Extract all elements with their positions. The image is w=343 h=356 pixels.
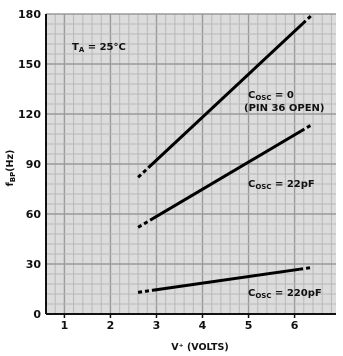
y-tick-label: 60 bbox=[26, 208, 42, 221]
x-tick-label: 2 bbox=[107, 319, 115, 332]
series-2-dash-end bbox=[298, 265, 314, 271]
x-tick-label: 5 bbox=[245, 319, 253, 332]
x-tick-label: 6 bbox=[291, 319, 299, 332]
series-0-dash-end bbox=[301, 12, 315, 25]
series-2-label: COSC = 220pF bbox=[248, 288, 322, 300]
series-0-label: COSC = 0 bbox=[248, 90, 294, 102]
y-tick-label: 30 bbox=[26, 258, 42, 271]
y-axis-label-sub: BP bbox=[9, 172, 17, 182]
series-0-line bbox=[147, 22, 304, 169]
series-2-line bbox=[151, 267, 300, 292]
series-0-dash-start bbox=[137, 166, 150, 179]
y-tick-label: 180 bbox=[18, 8, 41, 21]
grid bbox=[45, 13, 336, 315]
series-1-dash-start bbox=[137, 218, 151, 229]
x-tick-label: 4 bbox=[199, 319, 207, 332]
series-1-line bbox=[149, 129, 302, 222]
x-tick-label: 1 bbox=[61, 319, 69, 332]
temperature-annotation: TA = 25°C bbox=[72, 42, 126, 54]
y-axis-label: fBP(Hz) bbox=[5, 150, 17, 187]
y-tick-label: 120 bbox=[18, 108, 41, 121]
y-axis-label-unit: (Hz) bbox=[5, 150, 16, 172]
series-2-dash-start bbox=[137, 288, 153, 294]
y-axis-label-main: f bbox=[5, 181, 16, 186]
ta-main: T bbox=[72, 42, 79, 53]
ta-sub: A bbox=[79, 46, 85, 54]
x-tick-label: 3 bbox=[153, 319, 161, 332]
series-0-label-line2: (PIN 36 OPEN) bbox=[244, 103, 324, 114]
series-1-dash-end bbox=[300, 122, 314, 133]
x-axis-label: V⁺ (VOLTS) bbox=[171, 342, 228, 353]
y-tick-label: 0 bbox=[33, 308, 41, 321]
y-tick-label: 150 bbox=[18, 58, 41, 71]
series-lines bbox=[137, 12, 315, 294]
ta-rest: = 25°C bbox=[84, 42, 126, 53]
y-tick-label: 90 bbox=[26, 158, 42, 171]
series-1-label: COSC = 22pF bbox=[248, 179, 315, 191]
